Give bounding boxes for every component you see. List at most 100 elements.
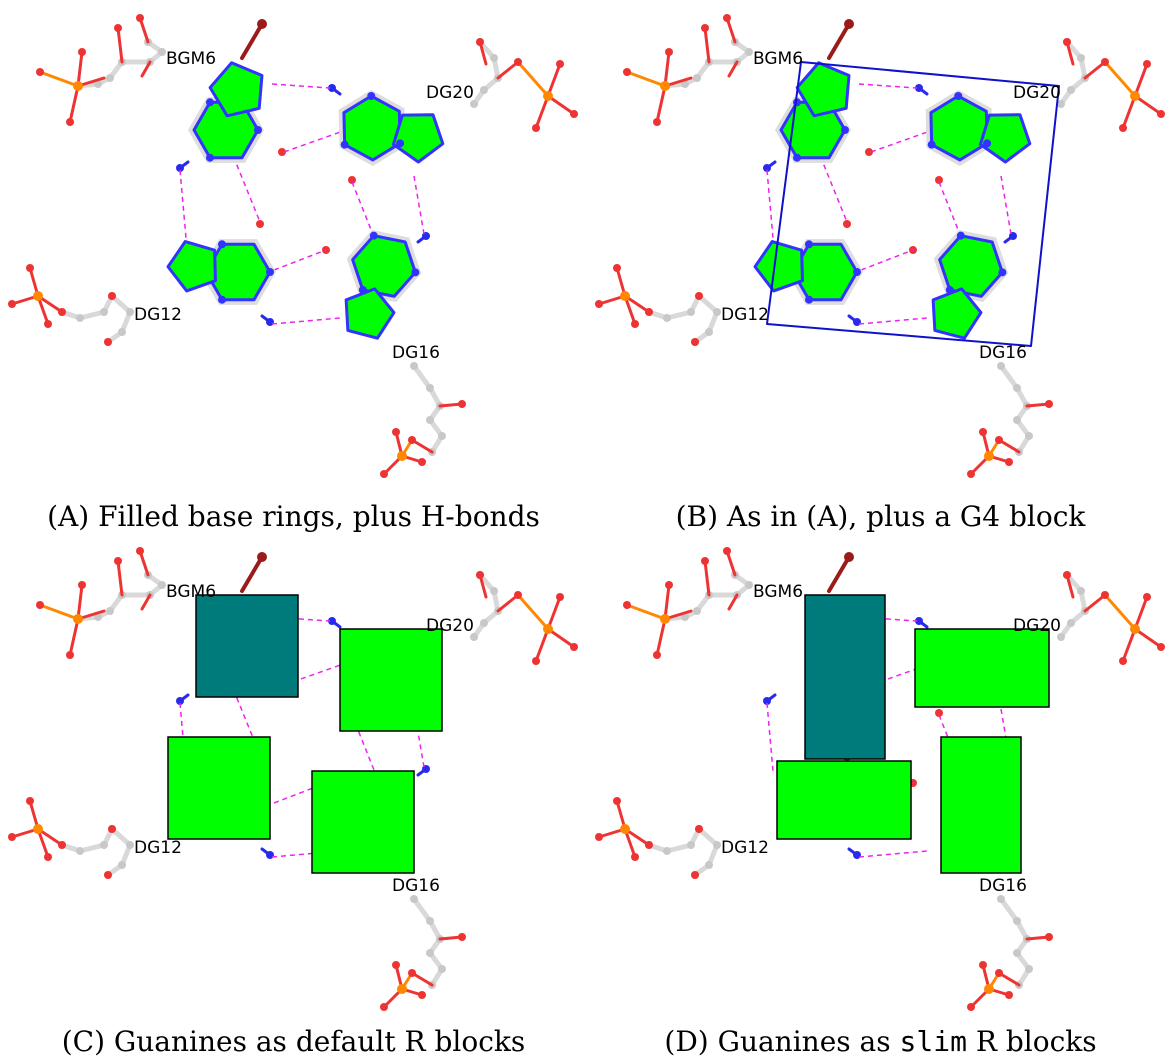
backbone-dg20-atom — [470, 633, 478, 641]
bond-o — [1121, 627, 1137, 663]
five-membered-ring-dg20 — [978, 113, 1032, 164]
phosphorus-atom — [620, 291, 630, 301]
oxygen-atom — [66, 118, 74, 126]
oxygen-atom — [1045, 400, 1053, 408]
bond-o — [655, 617, 667, 657]
phosphorus-atom — [1130, 624, 1140, 634]
oxygen-atom — [532, 657, 540, 665]
oxygen-atom — [570, 110, 578, 118]
oxygen-atom — [665, 581, 673, 589]
ring-nitrogen-atom — [206, 98, 214, 107]
bond-n — [330, 619, 342, 629]
oxygen-atom — [1101, 591, 1109, 599]
phosphorus-atom — [1130, 91, 1140, 101]
backbone-dg12-atom — [687, 308, 695, 316]
hbond-line — [1000, 175, 1012, 235]
oxygen-atom — [458, 400, 466, 408]
bond-o — [116, 559, 124, 597]
backbone-dg20 — [1058, 572, 1088, 640]
guanine-block-bgm6 — [195, 594, 299, 698]
bond-o — [1121, 94, 1137, 130]
backbone-dg16-atom — [438, 432, 446, 440]
backbone-dg12-atom — [687, 841, 695, 849]
backbone-dg20-atom — [1077, 587, 1085, 595]
backbone-dg16-atom — [1025, 965, 1033, 973]
backbone-dg16-atom — [1025, 432, 1033, 440]
guanine-block-dg20 — [339, 628, 443, 732]
bond-o — [1083, 593, 1107, 613]
phosphorus-atom — [984, 451, 994, 461]
bond-o — [546, 627, 576, 649]
ring-nitrogen-atom — [254, 126, 262, 134]
five-membered-ring-dg12 — [753, 240, 804, 293]
bond-p — [625, 603, 667, 621]
backbone-dg16-atom — [997, 362, 1005, 370]
ring-nitrogen-atom — [367, 92, 376, 101]
oxygen-atom — [36, 68, 44, 76]
backbone-dg20 — [471, 572, 501, 640]
bond-o — [1133, 62, 1149, 98]
guanine-block-dg12 — [776, 760, 912, 840]
oxygen-atom — [665, 48, 673, 56]
ring-nitrogen-atom — [927, 140, 936, 149]
oxygen-atom — [979, 428, 987, 436]
ring-nitrogen-atom — [411, 268, 420, 277]
bond-n — [260, 847, 272, 857]
residue-label-dg16: DG16 — [392, 876, 440, 896]
oxygen-atom — [691, 338, 699, 346]
oxygen-atom — [623, 601, 631, 609]
hbond-line — [766, 702, 774, 772]
residue-label-dg16: DG16 — [392, 343, 440, 363]
backbone-dg20-atom — [480, 619, 488, 627]
bond-br — [240, 555, 264, 593]
hbond-line — [870, 129, 934, 153]
bond-n — [178, 160, 190, 170]
oxygen-atom — [979, 961, 987, 969]
ring-nitrogen-atom — [805, 295, 813, 304]
oxygen-atom — [1143, 60, 1151, 68]
bond-o — [703, 559, 711, 597]
residue-label-bgm6: BGM6 — [753, 49, 803, 69]
oxygen-atom — [613, 797, 621, 805]
ring-nitrogen-atom — [358, 285, 367, 294]
six-membered-ring-dg20 — [929, 94, 989, 162]
oxygen-atom — [348, 176, 356, 184]
bond-o — [1133, 94, 1163, 116]
bond-o — [1083, 60, 1107, 80]
bond-o — [76, 583, 84, 621]
oxygen-atom — [723, 547, 731, 555]
hbond-line — [271, 83, 331, 89]
oxygen-atom — [1063, 38, 1071, 46]
hbond-line — [179, 169, 187, 239]
residue-label-dg12: DG12 — [134, 838, 182, 858]
bromine-atom — [844, 552, 854, 562]
oxygen-atom — [695, 292, 703, 300]
bond-o — [546, 94, 576, 116]
ring-nitrogen-atom — [983, 139, 992, 148]
bromine-atom — [257, 552, 267, 562]
bond-p — [516, 593, 550, 631]
oxygen-atom — [1045, 933, 1053, 941]
six-membered-ring-dg16 — [938, 234, 1004, 298]
backbone-dg12-atom — [126, 841, 134, 849]
ring-nitrogen-atom — [369, 231, 378, 240]
bond-n — [847, 847, 859, 857]
hbond-line — [271, 317, 341, 325]
bond-n — [917, 86, 929, 96]
five-membered-ring-dg16 — [931, 287, 983, 340]
oxygen-atom — [613, 264, 621, 272]
residue-label-dg20: DG20 — [426, 83, 474, 103]
residue-label-dg20: DG20 — [1013, 616, 1061, 636]
hbond-line — [283, 129, 347, 153]
oxygen-atom — [623, 68, 631, 76]
phosphorus-atom — [660, 614, 670, 624]
oxygen-atom — [935, 176, 943, 184]
oxygen-atom — [1101, 58, 1109, 66]
five-membered-ring-dg12 — [166, 240, 217, 293]
bond-o — [534, 627, 550, 663]
ring-nitrogen-atom — [206, 153, 214, 162]
bond-p — [38, 603, 80, 621]
ring-nitrogen-atom — [396, 139, 405, 148]
guanine-block-dg20 — [914, 628, 1050, 708]
residue-label-bgm6: BGM6 — [166, 582, 216, 602]
